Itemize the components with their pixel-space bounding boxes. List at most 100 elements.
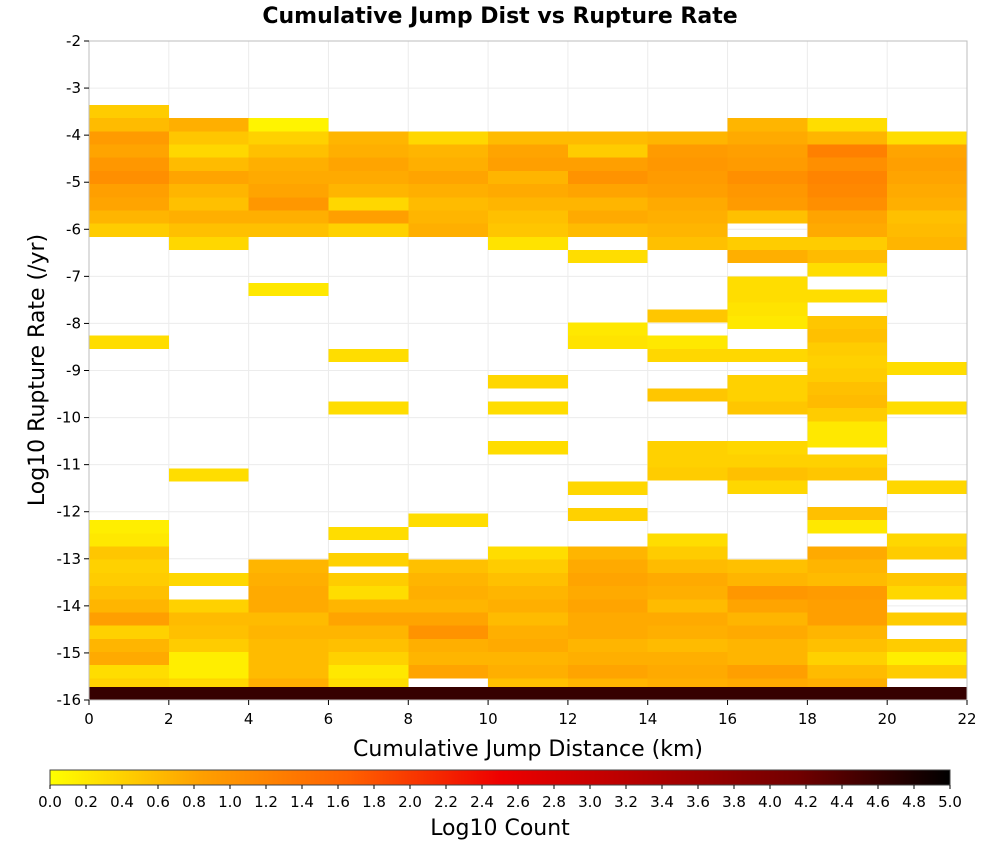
heatmap-cell [168, 157, 249, 171]
heatmap-cell [168, 184, 249, 198]
heatmap-cell [727, 586, 808, 600]
heatmap-cell [727, 249, 808, 264]
heatmap-cell [488, 586, 568, 600]
colorbar-tick-label: 3.0 [578, 793, 602, 811]
y-tick-label: -12 [57, 503, 82, 521]
heatmap-cell [168, 118, 249, 132]
heatmap-cell [807, 236, 888, 250]
heatmap-cell [328, 638, 409, 652]
heatmap-cell [807, 638, 888, 652]
x-tick-label: 20 [878, 710, 897, 728]
heatmap-cell [887, 651, 967, 666]
x-tick-label: 0 [84, 710, 94, 728]
heatmap-cell [89, 197, 169, 211]
heatmap-cell [647, 236, 728, 250]
heatmap-cell [727, 118, 808, 132]
y-tick-label: -6 [66, 220, 81, 238]
heatmap-cell [647, 454, 728, 468]
colorbar-tick-label: 3.2 [614, 793, 638, 811]
heatmap-cell [727, 612, 808, 626]
heatmap-cell [647, 686, 728, 700]
heatmap-cell [727, 315, 808, 330]
heatmap-cell [567, 507, 648, 522]
heatmap-cell [807, 394, 888, 409]
heatmap-cell [408, 586, 489, 600]
heatmap-cell [727, 651, 808, 666]
heatmap-cell [408, 170, 489, 185]
heatmap-cell [89, 118, 169, 132]
heatmap-cell [488, 441, 568, 455]
heatmap-cell [328, 686, 409, 700]
heatmap-cell [89, 665, 169, 679]
heatmap-cell [567, 197, 648, 211]
y-tick-label: -8 [66, 314, 81, 332]
heatmap-cell [647, 131, 728, 145]
heatmap-cell [647, 651, 728, 666]
colorbar-tick-label: 5.0 [938, 793, 962, 811]
heatmap-cell [807, 249, 888, 264]
heatmap-cell [727, 638, 808, 652]
heatmap-cell [567, 599, 648, 613]
heatmap-cell [727, 559, 808, 573]
heatmap-cell [168, 612, 249, 626]
chart-title: Cumulative Jump Dist vs Rupture Rate [262, 4, 737, 29]
heatmap-cell [168, 236, 249, 250]
heatmap-cell [887, 157, 967, 171]
heatmap-cell [89, 144, 169, 158]
heatmap-cell [488, 236, 568, 250]
heatmap-cell [168, 665, 249, 679]
heatmap-cell [168, 144, 249, 158]
heatmap-cell [647, 612, 728, 626]
heatmap-cell [647, 638, 728, 652]
heatmap-cell [488, 157, 568, 171]
heatmap-cell [168, 572, 249, 587]
colorbar-tick-label: 1.0 [218, 793, 242, 811]
heatmap-cell [408, 572, 489, 587]
heatmap-cell [567, 144, 648, 158]
heatmap-cell [807, 223, 888, 237]
heatmap-cell [807, 686, 888, 700]
heatmap-cell [727, 210, 808, 224]
heatmap-cell [727, 302, 808, 316]
heatmap-cell [488, 131, 568, 145]
heatmap-cell [328, 572, 409, 587]
heatmap-cell [328, 401, 409, 415]
heatmap-cell [567, 335, 648, 349]
x-tick-label: 14 [638, 710, 657, 728]
heatmap-cell [727, 599, 808, 613]
heatmap-cell [807, 520, 888, 534]
colorbar-tick-label: 4.4 [830, 793, 854, 811]
y-tick-label: -3 [66, 79, 81, 97]
heatmap-cell [807, 454, 888, 468]
heatmap-cell [168, 170, 249, 185]
heatmap-cell [89, 533, 169, 547]
heatmap-cell [89, 651, 169, 666]
heatmap-cell [887, 546, 967, 560]
colorbar-tick-label: 3.6 [686, 793, 710, 811]
y-axis-label: Log10 Rupture Rate (/yr) [25, 234, 50, 506]
heatmap-cell [727, 480, 808, 494]
heatmap-cell [328, 553, 409, 567]
heatmap-cell [168, 638, 249, 652]
heatmap-cell [89, 546, 169, 560]
heatmap-cell [248, 625, 329, 639]
heatmap-cell [727, 388, 808, 402]
heatmap-cell [89, 184, 169, 198]
heatmap-cell [168, 625, 249, 639]
colorbar-tick-label: 1.8 [362, 793, 386, 811]
heatmap-cell [567, 686, 648, 700]
heatmap-cell [647, 388, 728, 402]
colorbar-tick-label: 1.4 [290, 793, 314, 811]
heatmap-cell [727, 131, 808, 145]
heatmap-cell [647, 546, 728, 560]
heatmap-cell [248, 223, 329, 237]
x-tick-label: 8 [403, 710, 413, 728]
heatmap-cell [807, 599, 888, 613]
heatmap-cell [647, 210, 728, 224]
heatmap-cell [168, 651, 249, 666]
colorbar-tick-label: 0.0 [38, 793, 62, 811]
y-tick-label: -9 [66, 362, 81, 380]
heatmap-cell [328, 348, 409, 363]
heatmap-cell [408, 599, 489, 613]
heatmap-cell [488, 223, 568, 237]
